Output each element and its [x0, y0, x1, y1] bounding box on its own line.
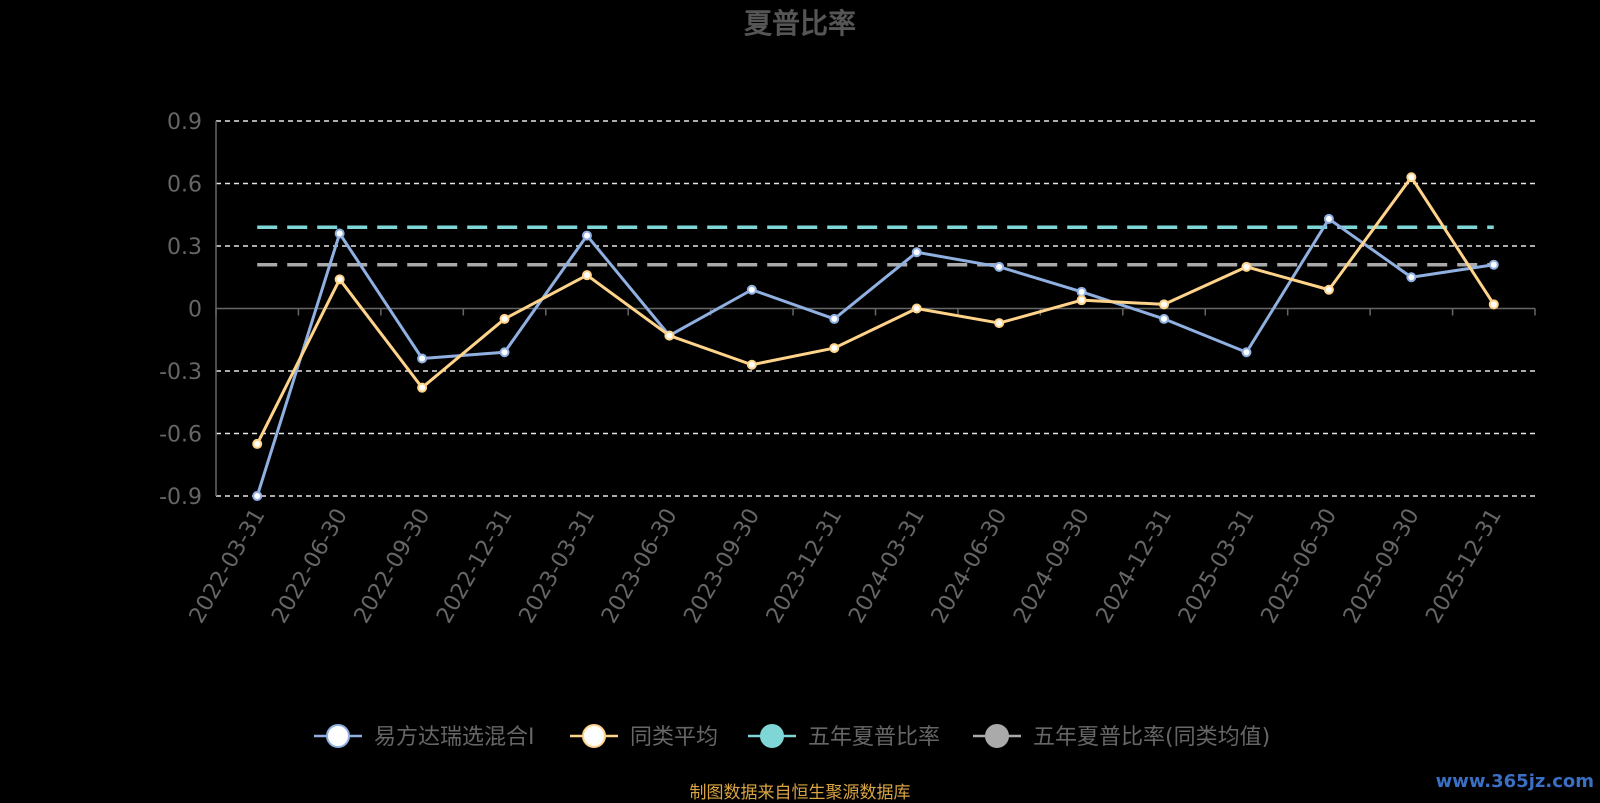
y-tick-label: 0: [188, 298, 202, 323]
data-point[interactable]: [1323, 284, 1334, 295]
legend[interactable]: 易方达瑞选混合I 同类平均 五年夏普比率 五年夏普比率(同类均值): [314, 724, 1270, 750]
data-point[interactable]: [417, 382, 428, 393]
x-tick-label: 2022-09-30: [350, 505, 436, 628]
data-point[interactable]: [1076, 286, 1087, 297]
data-point[interactable]: [1241, 261, 1252, 272]
legend-marker: [760, 724, 784, 748]
data-point[interactable]: [334, 228, 345, 239]
x-tick-label: 2022-03-31: [185, 505, 271, 628]
data-source-note: 制图数据来自恒生聚源数据库: [689, 783, 911, 803]
data-point[interactable]: [1323, 213, 1334, 224]
x-tick-label: 2022-06-30: [267, 505, 353, 628]
y-tick-label: -0.9: [159, 485, 202, 510]
x-tick-label: 2024-09-30: [1009, 505, 1095, 628]
data-point[interactable]: [499, 313, 510, 324]
data-point[interactable]: [581, 230, 592, 241]
chart-title: 夏普比率: [744, 7, 856, 40]
x-tick-label: 2024-06-30: [927, 505, 1013, 628]
data-point[interactable]: [1159, 299, 1170, 310]
legend-label: 易方达瑞选混合I: [374, 725, 535, 750]
data-point[interactable]: [746, 359, 757, 370]
axes: 0.9 0.6 0.3 0 -0.3 -0.6 -0.92022-03-312022-06-…: [159, 110, 1536, 628]
y-tick-label: 0.9: [167, 110, 202, 135]
data-point[interactable]: [499, 347, 510, 358]
x-tick-label: 2023-12-31: [762, 505, 848, 628]
data-point[interactable]: [911, 303, 922, 314]
y-tick-label: -0.6: [159, 423, 202, 448]
legend-item[interactable]: 易方达瑞选混合I: [314, 724, 535, 750]
data-point[interactable]: [252, 491, 263, 501]
data-point[interactable]: [994, 318, 1005, 329]
legend-label: 五年夏普比率: [808, 725, 940, 750]
x-tick-label: 2025-03-31: [1174, 505, 1260, 628]
y-tick-label: 0.3: [167, 235, 202, 260]
x-tick-label: 2022-12-31: [432, 505, 518, 628]
reference-lines: [257, 225, 1494, 267]
series-line: [255, 217, 1495, 497]
legend-item[interactable]: 五年夏普比率(同类均值): [973, 724, 1270, 750]
data-point[interactable]: [581, 270, 592, 281]
x-tick-label: 2025-09-30: [1339, 505, 1425, 628]
legend-marker: [582, 724, 606, 748]
legend-marker: [985, 724, 1009, 748]
x-tick-label: 2024-12-31: [1092, 505, 1178, 628]
data-point[interactable]: [1241, 347, 1252, 358]
series-lines: [252, 172, 1499, 501]
data-point[interactable]: [1159, 313, 1170, 324]
data-point[interactable]: [1488, 299, 1499, 310]
data-point[interactable]: [829, 343, 840, 354]
data-point[interactable]: [746, 284, 757, 295]
data-point[interactable]: [664, 330, 675, 341]
series-line: [255, 175, 1496, 445]
grid-lines: [216, 120, 1535, 497]
data-point[interactable]: [334, 274, 345, 285]
legend-item[interactable]: 五年夏普比率: [748, 724, 940, 750]
data-point[interactable]: [417, 353, 428, 364]
data-point[interactable]: [911, 247, 922, 258]
x-tick-label: 2023-03-31: [515, 505, 601, 628]
data-point[interactable]: [994, 261, 1005, 272]
legend-label: 五年夏普比率(同类均值): [1033, 725, 1270, 750]
x-tick-label: 2024-03-31: [844, 505, 930, 628]
y-tick-label: -0.3: [159, 360, 202, 385]
x-tick-label: 2023-06-30: [597, 505, 683, 628]
x-tick-label: 2025-06-30: [1257, 505, 1343, 628]
legend-item[interactable]: 同类平均: [570, 724, 718, 750]
y-tick-label: 0.6: [167, 173, 202, 198]
legend-label: 同类平均: [630, 725, 718, 750]
data-point[interactable]: [252, 438, 263, 449]
x-tick-label: 2025-12-31: [1421, 505, 1507, 628]
data-point[interactable]: [1406, 172, 1417, 183]
data-point[interactable]: [1406, 272, 1417, 283]
data-point[interactable]: [829, 313, 840, 324]
data-point[interactable]: [1076, 295, 1087, 306]
site-watermark: www.365jz.com: [1435, 771, 1594, 792]
data-point[interactable]: [1488, 259, 1499, 270]
x-tick-label: 2023-09-30: [679, 505, 765, 628]
legend-marker: [326, 724, 350, 748]
